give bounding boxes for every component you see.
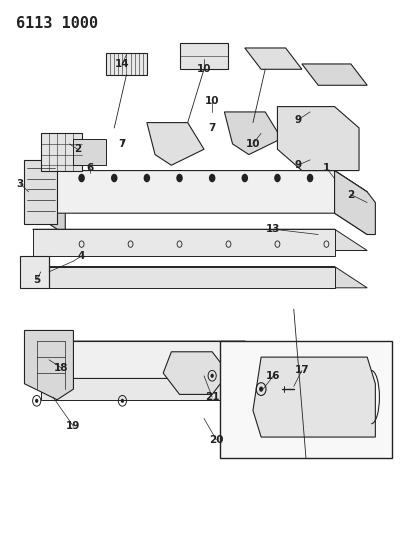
Circle shape — [242, 174, 248, 182]
Polygon shape — [33, 229, 367, 251]
Circle shape — [211, 374, 214, 378]
Polygon shape — [245, 48, 302, 69]
Text: 9: 9 — [294, 160, 302, 170]
Text: 10: 10 — [246, 139, 260, 149]
Text: 20: 20 — [209, 435, 224, 445]
Text: 21: 21 — [205, 392, 220, 402]
Text: 17: 17 — [295, 366, 309, 375]
Circle shape — [274, 174, 281, 182]
Polygon shape — [41, 133, 82, 171]
Text: 6113 1000: 6113 1000 — [16, 16, 98, 31]
Polygon shape — [335, 171, 375, 235]
Bar — [220, 341, 392, 458]
Circle shape — [78, 174, 85, 182]
Text: 7: 7 — [208, 123, 216, 133]
Polygon shape — [41, 378, 269, 400]
Circle shape — [307, 174, 313, 182]
Polygon shape — [33, 171, 367, 235]
Circle shape — [35, 399, 38, 403]
Text: 13: 13 — [266, 224, 281, 234]
Text: 7: 7 — [119, 139, 126, 149]
Polygon shape — [24, 330, 73, 400]
Text: 10: 10 — [197, 64, 211, 74]
Polygon shape — [24, 160, 57, 224]
Polygon shape — [73, 139, 106, 165]
Polygon shape — [33, 341, 277, 362]
Polygon shape — [224, 112, 282, 155]
Polygon shape — [33, 229, 335, 256]
Text: 16: 16 — [266, 371, 281, 381]
Polygon shape — [33, 171, 367, 192]
Polygon shape — [41, 378, 237, 400]
Polygon shape — [253, 357, 375, 437]
Text: 3: 3 — [17, 179, 24, 189]
Polygon shape — [180, 43, 228, 69]
Text: 5: 5 — [33, 275, 40, 285]
Circle shape — [176, 174, 183, 182]
Polygon shape — [33, 171, 65, 235]
Text: 6: 6 — [86, 163, 93, 173]
Text: 1: 1 — [323, 163, 330, 173]
Polygon shape — [33, 341, 245, 378]
Circle shape — [144, 174, 150, 182]
Text: 19: 19 — [66, 422, 81, 431]
Text: 14: 14 — [115, 59, 130, 69]
Text: 4: 4 — [78, 251, 85, 261]
Circle shape — [209, 174, 215, 182]
Circle shape — [111, 174, 118, 182]
Text: 2: 2 — [347, 190, 355, 199]
Text: 2: 2 — [74, 144, 81, 154]
Polygon shape — [147, 123, 204, 165]
Polygon shape — [277, 107, 359, 171]
Circle shape — [259, 386, 263, 392]
Polygon shape — [302, 64, 367, 85]
Circle shape — [121, 399, 124, 403]
Text: 18: 18 — [54, 363, 69, 373]
Polygon shape — [33, 266, 367, 288]
Text: 10: 10 — [205, 96, 220, 106]
Polygon shape — [106, 53, 147, 75]
Polygon shape — [33, 266, 335, 288]
Text: 9: 9 — [294, 115, 302, 125]
Polygon shape — [20, 256, 49, 288]
Polygon shape — [163, 352, 228, 394]
